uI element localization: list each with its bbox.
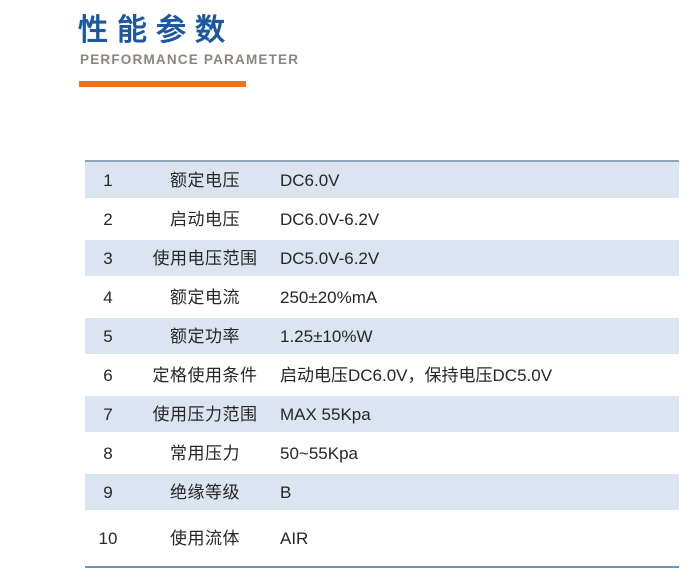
parameter-table-body: 1 额定电压 DC6.0V 2 启动电压 DC6.0V-6.2V 3 使用电压范围 DC5.0V… — [85, 162, 679, 566]
row-number: 7 — [103, 404, 113, 424]
performance-parameter-table: 1 额定电压 DC6.0V 2 启动电压 DC6.0V-6.2V 3 使用电压范围 DC5.0V… — [85, 160, 679, 568]
table-row: 7 使用压力范围 MAX 55Kpa — [85, 396, 679, 432]
table-row: 6 定格使用条件 启动电压DC6.0V，保持电压DC5.0V — [85, 354, 679, 396]
parameter-value: DC6.0V — [280, 170, 340, 190]
parameter-name: 启动电压 — [170, 209, 240, 229]
table-row: 1 额定电压 DC6.0V — [85, 162, 679, 198]
page-title: 性能参数 — [78, 14, 234, 47]
parameter-value: 1.25±10%W — [280, 326, 373, 346]
parameter-name: 额定电压 — [170, 170, 240, 190]
parameter-value: MAX 55Kpa — [280, 404, 371, 424]
parameter-name: 绝缘等级 — [170, 482, 240, 502]
parameter-value: AIR — [280, 528, 309, 548]
table-row: 10 使用流体 AIR — [85, 510, 679, 566]
parameter-value: DC6.0V-6.2V — [280, 209, 380, 229]
parameter-value: 250±20%mA — [280, 287, 378, 307]
accent-underline — [79, 81, 246, 87]
parameter-value: 50~55Kpa — [280, 443, 358, 463]
row-number: 9 — [103, 482, 113, 502]
row-number: 8 — [103, 443, 113, 463]
table-row: 3 使用电压范围 DC5.0V-6.2V — [85, 240, 679, 276]
row-number: 1 — [103, 170, 113, 190]
parameter-name: 常用压力 — [170, 443, 240, 463]
row-number: 2 — [103, 209, 113, 229]
parameter-name: 额定功率 — [170, 326, 240, 346]
table-row: 8 常用压力 50~55Kpa — [85, 432, 679, 474]
parameter-name: 定格使用条件 — [152, 365, 258, 385]
table-row: 4 额定电流 250±20%mA — [85, 276, 679, 318]
table-row: 2 启动电压 DC6.0V-6.2V — [85, 198, 679, 240]
row-number: 6 — [103, 365, 113, 385]
parameter-name: 使用流体 — [170, 528, 240, 548]
table-row: 9 绝缘等级 B — [85, 474, 679, 510]
parameter-name: 使用电压范围 — [152, 248, 258, 268]
parameter-name: 额定电流 — [170, 287, 240, 307]
parameter-name: 使用压力范围 — [152, 404, 258, 424]
parameter-value: B — [280, 482, 292, 502]
row-number: 10 — [98, 528, 118, 548]
row-number: 5 — [103, 326, 113, 346]
page-subtitle: PERFORMANCE PARAMETER — [80, 52, 300, 67]
row-number: 4 — [103, 287, 113, 307]
row-number: 3 — [103, 248, 113, 268]
parameter-value: DC5.0V-6.2V — [280, 248, 380, 268]
parameter-value: 启动电压DC6.0V，保持电压DC5.0V — [280, 365, 553, 385]
table-row: 5 额定功率 1.25±10%W — [85, 318, 679, 354]
